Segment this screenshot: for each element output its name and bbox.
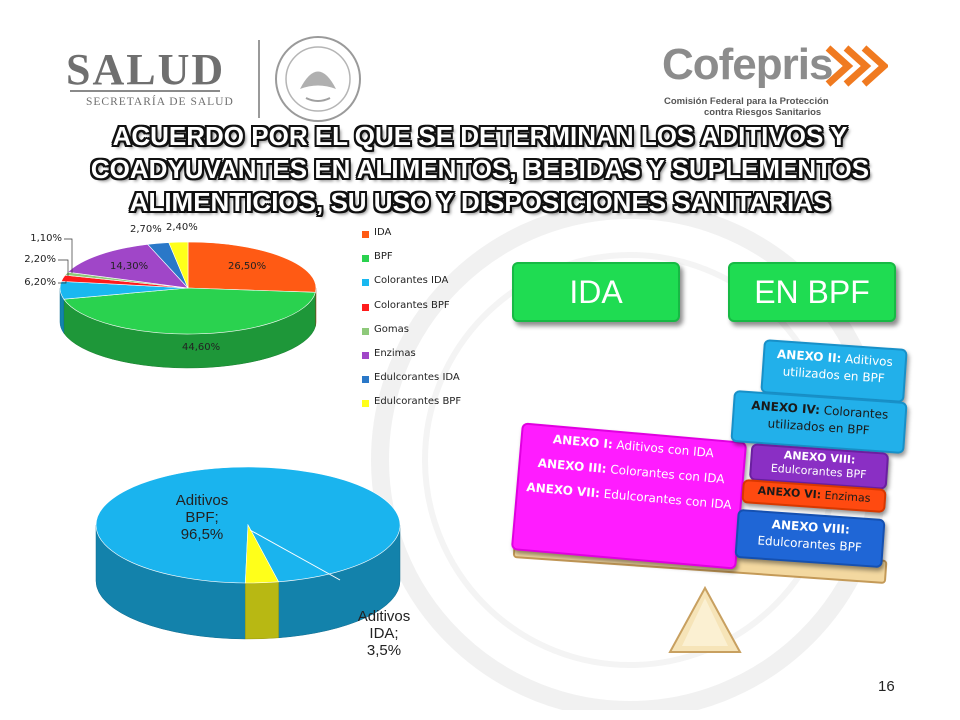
cofepris-arrows-icon	[825, 45, 888, 87]
pie-chart-bpf-vs-ida: Aditivos BPF; 96,5% Aditivos IDA; 3,5%	[95, 466, 411, 659]
legend-swatch	[362, 303, 369, 311]
cofepris-logo: Cofepris	[662, 40, 833, 89]
legend-label: BPF	[374, 251, 393, 263]
salud-logo: SALUD	[66, 45, 226, 94]
leader-line	[249, 529, 341, 581]
legend-swatch	[362, 279, 369, 287]
pie-slice-ida	[187, 241, 317, 293]
legend-label: IDA	[374, 227, 392, 238]
legend-swatch	[362, 376, 369, 384]
legend-label: Colorantes BPF	[374, 299, 450, 311]
legend-label: Colorantes IDA	[374, 275, 449, 287]
legend-label: Edulcorantes IDA	[374, 372, 460, 384]
legend-swatch	[362, 327, 369, 335]
pie-slice-aditivos-ida	[245, 523, 280, 584]
legend-swatch	[362, 400, 369, 408]
pie-chart-categories: 26,50% 44,60% 6,20% 2,20% 1,10% 14,30% 2,70% 2,…	[24, 222, 317, 369]
cofepris-subtitle-line2: contra Riesgos Sanitarios	[704, 107, 822, 118]
leader-line	[58, 259, 69, 276]
leader-line	[58, 281, 67, 284]
cofepris-subtitle-line1: Comisión Federal para la Protección	[664, 96, 829, 107]
pie-slice-bpf	[63, 287, 316, 335]
data-label-colorantes-ida: 6,20%	[24, 277, 56, 288]
data-label-edulcorantes-ida: 2,70%	[130, 224, 162, 235]
legend-swatch	[362, 351, 369, 359]
legend-label: Gomas	[374, 323, 409, 335]
ida-header-box: IDA	[512, 262, 680, 322]
leader-line	[64, 238, 73, 273]
data-label-enzimas: 14,30%	[110, 261, 148, 272]
pie-side-aditivos-ida	[245, 581, 279, 640]
mexico-seal-icon	[275, 36, 361, 122]
bpf-header-box: EN BPF	[728, 262, 896, 322]
data-label-aditivos-ida: Aditivos IDA; 3,5%	[358, 608, 411, 659]
data-label-aditivos-bpf: Aditivos BPF; 96,5%	[176, 492, 229, 543]
legend-label: Edulcorantes BPF	[374, 396, 462, 408]
data-label-gomas: 1,10%	[30, 233, 62, 244]
pie-slice-enzimas	[67, 244, 189, 289]
salud-logo-rule	[70, 90, 220, 92]
annex-tag-edulcorantes-bpf-2: ANEXO VIII: Edulcorantes BPF	[734, 508, 886, 569]
page-number: 16	[878, 678, 895, 695]
legend-swatch	[362, 231, 369, 238]
pie-slice-edulcorantes-bpf	[168, 241, 189, 289]
data-label-bpf: 44,60%	[182, 342, 220, 353]
ida-annex-block: ANEXO I: Aditivos con IDA ANEXO III: Col…	[510, 422, 748, 570]
salud-logo-subtitle: SECRETARÍA DE SALUD	[86, 96, 234, 108]
slide-title: ACUERDO POR EL QUE SE DETERMINAN LOS ADI…	[90, 121, 870, 217]
legend-label: Enzimas	[374, 347, 416, 359]
data-label-edulcorantes-bpf: 2,40%	[166, 222, 198, 233]
data-label-ida: 26,50%	[228, 261, 266, 272]
logo-separator	[258, 40, 260, 118]
legend-swatch	[362, 255, 369, 263]
data-label-colorantes-bpf: 2,20%	[24, 254, 56, 265]
